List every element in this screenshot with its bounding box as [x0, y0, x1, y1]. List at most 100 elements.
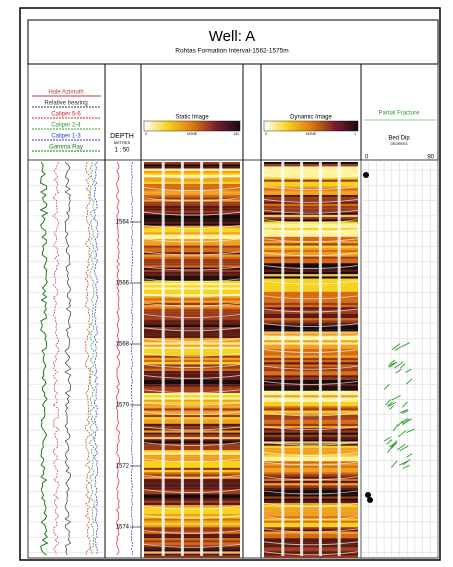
image-row [144, 318, 240, 320]
image-row [144, 349, 240, 351]
image-row [144, 232, 240, 234]
image-row [144, 237, 240, 239]
static-colorbar [144, 121, 240, 131]
image-row [264, 556, 358, 558]
image-row [264, 499, 358, 501]
image-row [144, 257, 240, 259]
image-row [144, 193, 240, 195]
image-row [144, 481, 240, 483]
image-row [144, 397, 240, 399]
dip-title: Bed Dip [388, 136, 410, 142]
image-row [264, 243, 358, 245]
curve-label: Hole Azimuth [48, 90, 83, 96]
image-row [264, 173, 358, 175]
depth-title: DEPTH [110, 133, 134, 140]
image-row [144, 276, 240, 278]
image-row [144, 549, 240, 551]
image-row [144, 287, 240, 289]
image-row [144, 430, 240, 432]
image-row [144, 446, 240, 448]
pad-gap [281, 162, 284, 556]
fracture-legend: Partial Fracture [378, 111, 420, 117]
image-row [264, 538, 358, 540]
curve-label: Caliper 2-4 [51, 123, 81, 129]
image-row [264, 494, 358, 496]
depth-unit: METRES [114, 140, 131, 145]
title: Well: A [209, 28, 255, 45]
image-row [144, 411, 240, 413]
image-row [264, 193, 358, 195]
image-row [264, 274, 358, 276]
image-row [144, 210, 240, 212]
curve-label: Caliper 5-6 [51, 112, 81, 118]
image-row [264, 166, 358, 168]
image-row [144, 466, 240, 468]
pad-gap [338, 162, 341, 556]
image-row [144, 292, 240, 294]
image-row [144, 382, 240, 384]
image-row [144, 307, 240, 309]
image-row [264, 470, 358, 472]
image-row [144, 274, 240, 276]
image-row [144, 358, 240, 360]
image-row [144, 180, 240, 182]
dynamic-scale-min: 0 [265, 132, 267, 136]
image-row [264, 404, 358, 406]
image-row [264, 483, 358, 485]
image-row [144, 283, 240, 285]
image-row [264, 208, 358, 210]
image-row [264, 279, 358, 281]
image-row [144, 543, 240, 545]
dynamic-scale-max: 1 [354, 132, 356, 136]
image-row [264, 371, 358, 373]
image-row [264, 320, 358, 322]
well-log: Well: A Rohtas Formation Interval-1562-1… [0, 0, 453, 567]
image-row [144, 235, 240, 237]
image-row [144, 243, 240, 245]
image-row [264, 364, 358, 366]
image-row [264, 373, 358, 375]
image-row [264, 356, 358, 358]
image-row [144, 342, 240, 344]
image-row [144, 166, 240, 168]
image-row [264, 417, 358, 419]
pad-gap [200, 162, 203, 556]
image-row [264, 215, 358, 217]
image-row [144, 347, 240, 349]
image-row [144, 219, 240, 221]
image-row [264, 182, 358, 184]
image-row [264, 395, 358, 397]
image-row [144, 512, 240, 514]
bed-dip [367, 497, 373, 503]
image-row [144, 437, 240, 439]
dynamic-colorbar [264, 121, 358, 131]
image-row [264, 459, 358, 461]
image-row [264, 232, 358, 234]
image-row [144, 186, 240, 188]
image-row [264, 327, 358, 329]
image-row [144, 206, 240, 208]
image-row [144, 325, 240, 327]
image-row [264, 481, 358, 483]
depth-label: 1570 [116, 403, 130, 409]
image-row [264, 303, 358, 305]
image-row [144, 527, 240, 529]
image-row [264, 468, 358, 470]
image-row [264, 419, 358, 421]
image-row [144, 246, 240, 248]
image-row [144, 265, 240, 267]
image-row [144, 554, 240, 556]
image-row [264, 512, 358, 514]
image-row [144, 540, 240, 542]
image-row [144, 538, 240, 540]
depth-scale: 1 : 50 [114, 148, 130, 154]
image-row [264, 380, 358, 382]
image-row [264, 521, 358, 523]
image-row [264, 250, 358, 252]
image-row [144, 499, 240, 501]
image-row [144, 463, 240, 465]
image-row [144, 441, 240, 443]
image-row [144, 422, 240, 424]
image-row [144, 204, 240, 206]
image-row [144, 503, 240, 505]
